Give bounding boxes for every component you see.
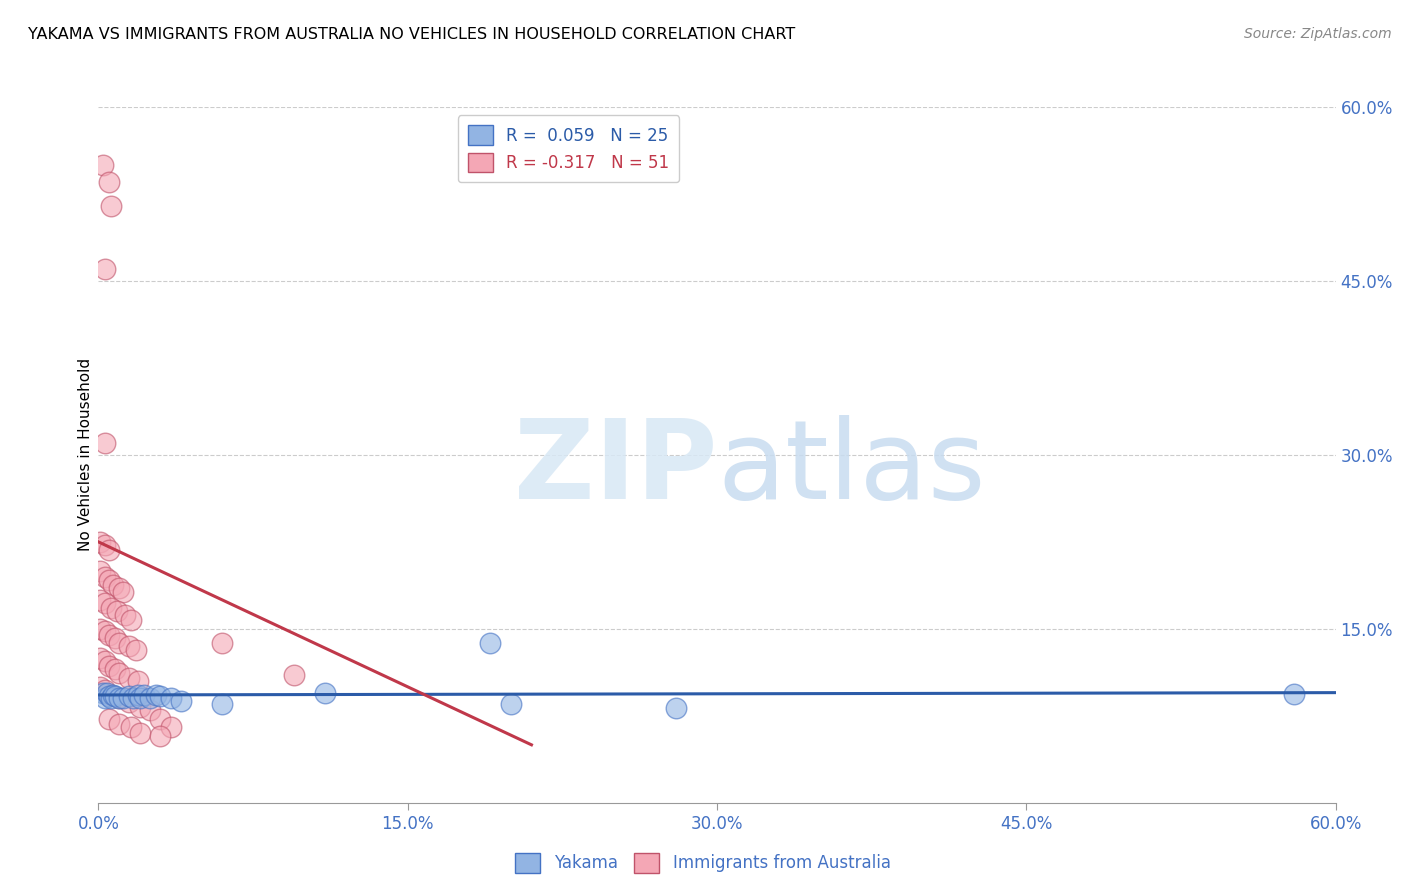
Point [112,691,135,706]
Point [124,642,146,657]
Point [100,688,122,702]
Point [118,695,141,709]
Point [145,688,167,702]
Point [128,699,150,714]
Point [159,721,181,735]
Point [93,569,115,583]
Point [211,698,233,712]
Point [100,198,122,212]
Point [139,691,162,706]
Point [127,688,149,702]
Point [127,674,149,689]
Point [91,685,114,699]
Point [97,628,120,642]
Point [89,680,111,694]
Point [128,691,150,706]
Point [97,712,120,726]
Point [100,601,122,615]
Legend: Yakama, Immigrants from Australia: Yakama, Immigrants from Australia [509,847,897,880]
Point [118,689,141,703]
Point [128,726,150,740]
Point [283,668,305,682]
Point [108,582,131,596]
Y-axis label: No Vehicles in Household: No Vehicles in Household [77,359,93,551]
Point [1284,687,1306,701]
Point [97,659,120,673]
Point [118,671,141,685]
Text: YAKAMA VS IMMIGRANTS FROM AUSTRALIA NO VEHICLES IN HOUSEHOLD CORRELATION CHART: YAKAMA VS IMMIGRANTS FROM AUSTRALIA NO V… [28,27,796,42]
Point [93,596,115,610]
Point [665,700,688,714]
Point [91,158,114,172]
Point [93,436,115,450]
Point [170,694,193,708]
Point [97,543,120,558]
Point [93,654,115,668]
Point [89,592,111,607]
Point [104,662,127,676]
Point [149,689,172,703]
Point [93,538,115,552]
Point [118,639,141,653]
Point [89,651,111,665]
Point [122,691,145,706]
Point [104,689,127,703]
Point [108,665,131,680]
Point [132,688,155,702]
Point [149,729,172,743]
Point [89,622,111,636]
Point [96,685,118,699]
Legend: R =  0.059   N = 25, R = -0.317   N = 51: R = 0.059 N = 25, R = -0.317 N = 51 [458,115,679,182]
Point [108,636,131,650]
Point [93,683,115,698]
Point [108,717,131,731]
Point [112,584,135,599]
Point [104,631,127,645]
Point [97,175,120,189]
Text: atlas: atlas [717,416,986,523]
Point [93,262,115,277]
Point [314,685,336,699]
Point [120,721,142,735]
Point [120,613,142,627]
Point [97,689,120,703]
Point [93,624,115,639]
Point [101,578,124,592]
Text: ZIP: ZIP [513,416,717,523]
Point [108,691,131,706]
Point [89,564,111,578]
Point [101,688,124,702]
Point [89,534,111,549]
Point [479,636,502,650]
Point [149,712,172,726]
Point [93,691,115,706]
Point [139,703,162,717]
Point [105,605,128,619]
Point [97,573,120,587]
Point [211,636,233,650]
Point [114,607,136,622]
Text: Source: ZipAtlas.com: Source: ZipAtlas.com [1244,27,1392,41]
Point [499,698,522,712]
Point [159,691,181,706]
Point [108,691,131,706]
Point [100,691,122,706]
